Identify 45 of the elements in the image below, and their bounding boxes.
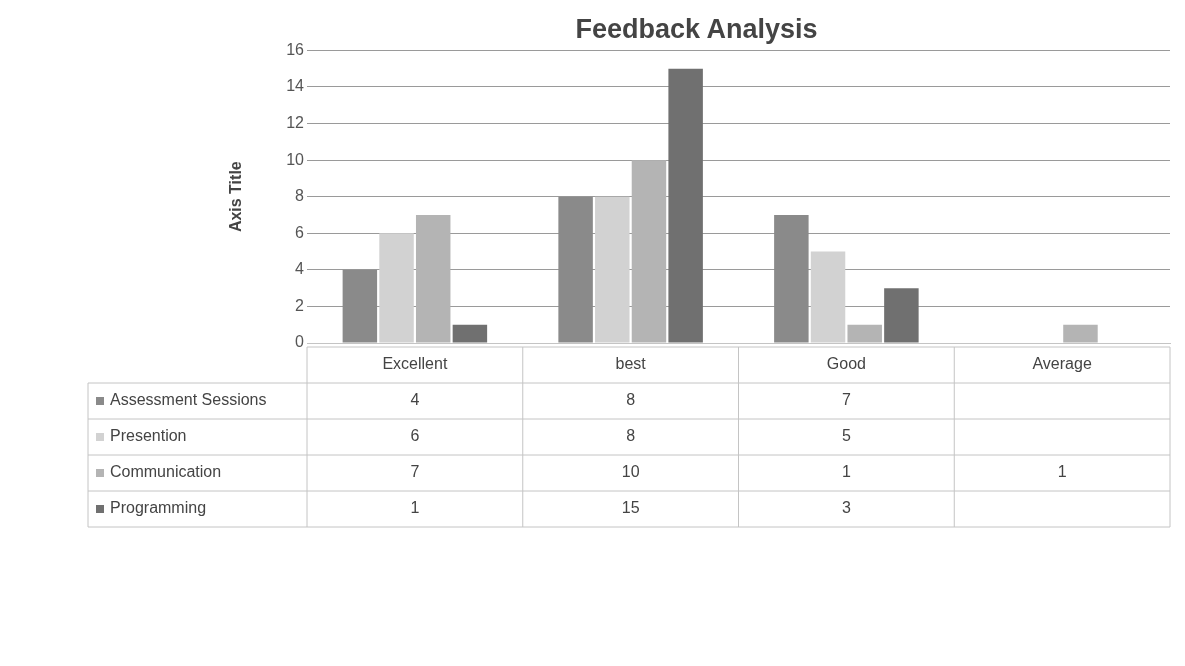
bar [379, 233, 414, 343]
data-label: 8 [626, 391, 636, 409]
y-tick-label: 16 [286, 40, 305, 58]
data-label: 6 [410, 427, 420, 445]
y-tick-label: 8 [295, 187, 305, 205]
data-label: 15 [621, 499, 640, 517]
y-tick-label: 0 [295, 333, 305, 351]
data-label: 5 [841, 427, 851, 445]
y-tick-label: 10 [286, 150, 305, 168]
data-label: 3 [841, 499, 851, 517]
bar [1063, 324, 1098, 343]
y-tick-label: 6 [295, 223, 305, 241]
bar [847, 324, 882, 343]
bar [342, 269, 378, 343]
bar [884, 288, 919, 343]
y-axis-title: Axis Title [227, 161, 245, 233]
y-tick-label: 2 [295, 296, 305, 314]
x-tick-label: best [615, 355, 647, 373]
y-tick-label: 12 [286, 113, 305, 131]
bar [810, 251, 846, 343]
legend-label: Programming [110, 499, 207, 517]
data-label: 7 [841, 391, 851, 409]
bar [595, 196, 630, 343]
bar [631, 160, 667, 343]
data-label: 4 [410, 391, 420, 409]
data-label: 7 [410, 463, 420, 481]
bar [415, 214, 451, 343]
legend-label: Presention [110, 427, 187, 445]
legend-label: Assessment Sessions [110, 391, 267, 409]
chart-title: Feedback Analysis [575, 13, 818, 44]
x-tick-label: Average [1032, 355, 1092, 373]
bar [558, 196, 593, 343]
bar [774, 214, 809, 343]
data-label: 1 [1057, 463, 1067, 481]
y-tick-label: 4 [295, 260, 305, 278]
x-tick-label: Good [826, 355, 866, 373]
y-tick-label: 14 [286, 77, 305, 95]
bar [452, 324, 488, 343]
legend-label: Communication [110, 463, 222, 481]
bar [668, 68, 703, 343]
data-label: 8 [626, 427, 636, 445]
data-label: 10 [621, 463, 640, 481]
data-label: 1 [410, 499, 420, 517]
data-label: 1 [841, 463, 851, 481]
x-tick-label: Excellent [382, 355, 448, 373]
